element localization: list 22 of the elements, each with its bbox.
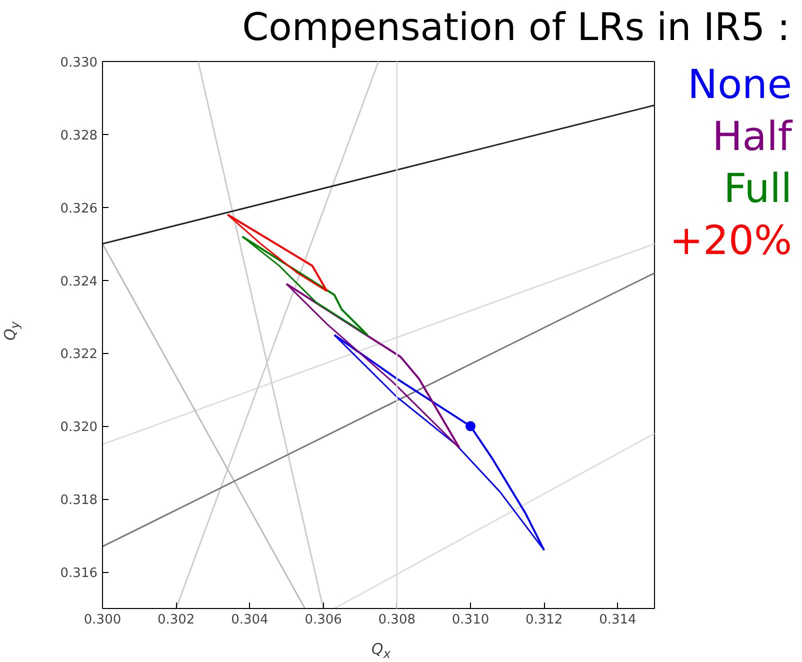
text: Full <box>722 165 792 214</box>
x-tick-label: 0.310 <box>452 612 490 628</box>
y-tick-label: 0.326 <box>60 201 98 216</box>
y-tick-label: 0.322 <box>60 347 98 362</box>
text: +20% <box>670 217 792 266</box>
x-tick-label: 0.308 <box>378 612 416 628</box>
y-tick-label: 0.320 <box>60 420 98 436</box>
y-tick-label: 0.324 <box>60 274 98 290</box>
y-tick-label: 0.330 <box>60 56 98 70</box>
chart-title: Compensation of LRs in IR5 : <box>242 5 790 49</box>
y-tick-label: 0.318 <box>60 493 98 508</box>
text: Half <box>711 113 792 162</box>
x-tick-label: 0.314 <box>599 612 636 628</box>
text: None <box>686 61 792 110</box>
x-tick-label: 0.306 <box>304 612 342 628</box>
x-axis-title: Q$_{x}$ <box>371 639 391 662</box>
y-tick-label: 0.328 <box>60 128 98 144</box>
x-tick-label: 0.300 <box>84 612 122 628</box>
x-tick-label: 0.302 <box>157 612 195 628</box>
x-tick-label: 0.304 <box>231 612 268 628</box>
y-tick-label: 0.316 <box>60 566 98 582</box>
x-tick-label: 0.312 <box>525 612 563 628</box>
